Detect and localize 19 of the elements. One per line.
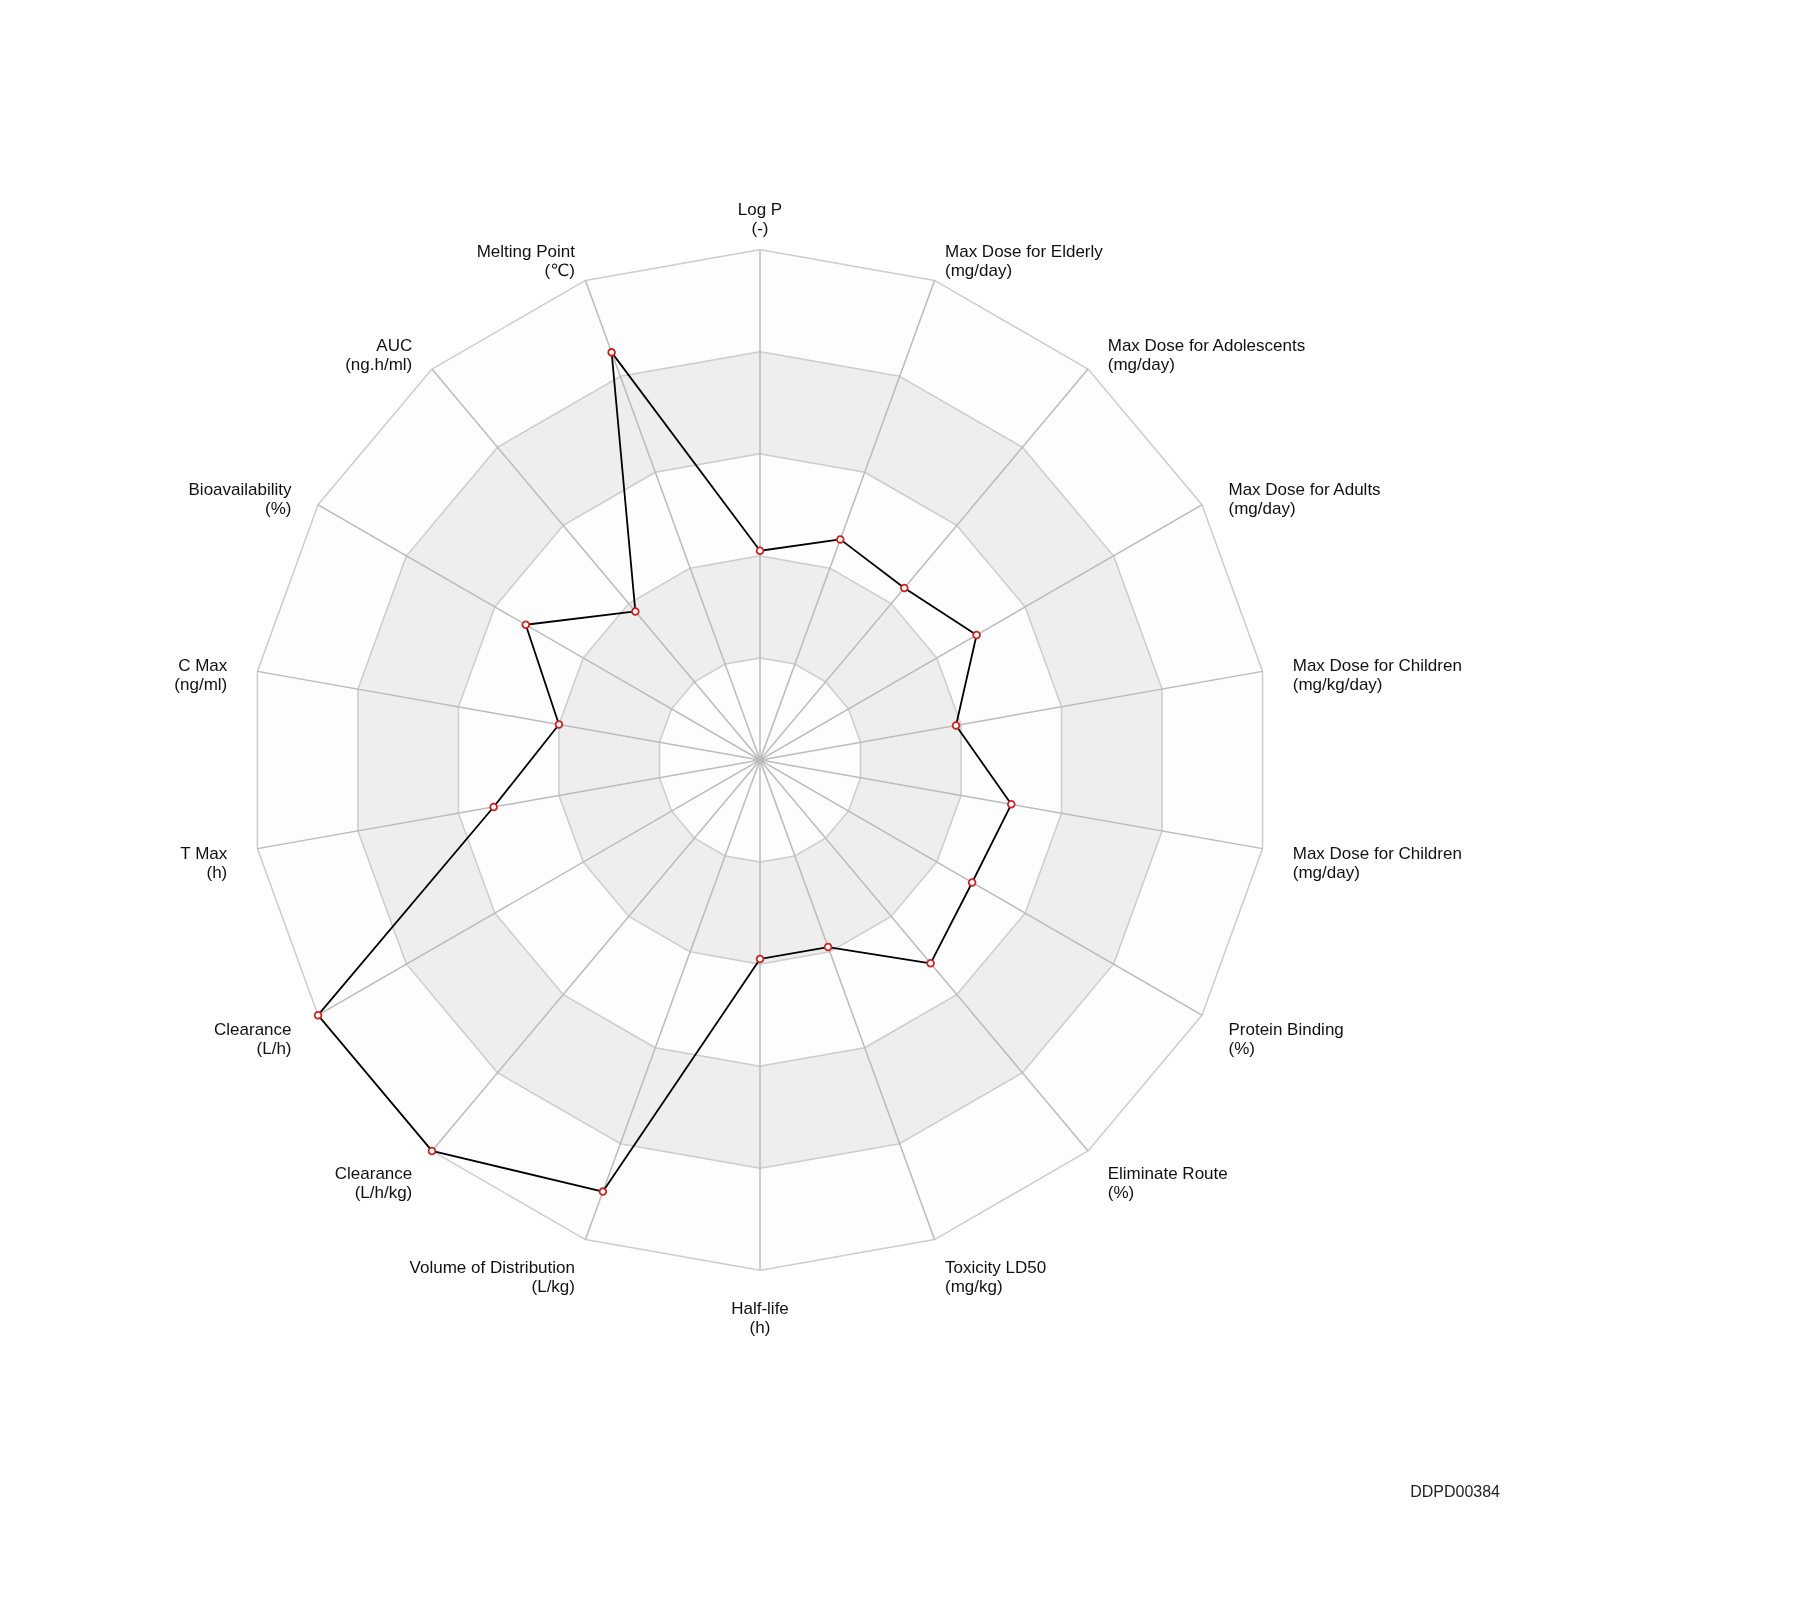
spoke-label: AUC (ng.h/ml) <box>345 335 413 374</box>
spoke-label: Clearance (L/h) <box>214 1020 292 1059</box>
spoke-label: Max Dose for Adolescents (mg/day) <box>1107 335 1306 374</box>
spoke-label: Max Dose for Elderly (mg/day) <box>945 241 1104 280</box>
text: DDPD00384 <box>1410 1483 1501 1500</box>
spoke-label: Log P (-) <box>737 200 783 239</box>
spoke-label: Max Dose for Children (mg/kg/day) <box>1292 656 1462 695</box>
spoke-label: Eliminate Route (%) <box>1107 1164 1228 1203</box>
spoke-label: Melting Point (℃) <box>476 241 576 280</box>
spoke-label: Bioavailability (%) <box>188 479 293 518</box>
spoke-label: Volume of Distribution (L/kg) <box>409 1258 575 1297</box>
spoke-label: C Max (ng/ml) <box>174 656 228 695</box>
spoke-label: Clearance (L/h/kg) <box>334 1164 413 1203</box>
spoke-label: Max Dose for Adults (mg/day) <box>1228 479 1381 518</box>
spoke-label: Half-life (h) <box>731 1298 789 1337</box>
spoke-label: Toxicity LD50 (mg/kg) <box>945 1258 1047 1297</box>
spoke-label: Protein Binding (%) <box>1228 1020 1344 1059</box>
spoke-label: Max Dose for Children (mg/day) <box>1292 843 1462 882</box>
spoke-label: T Max (h) <box>180 843 228 882</box>
